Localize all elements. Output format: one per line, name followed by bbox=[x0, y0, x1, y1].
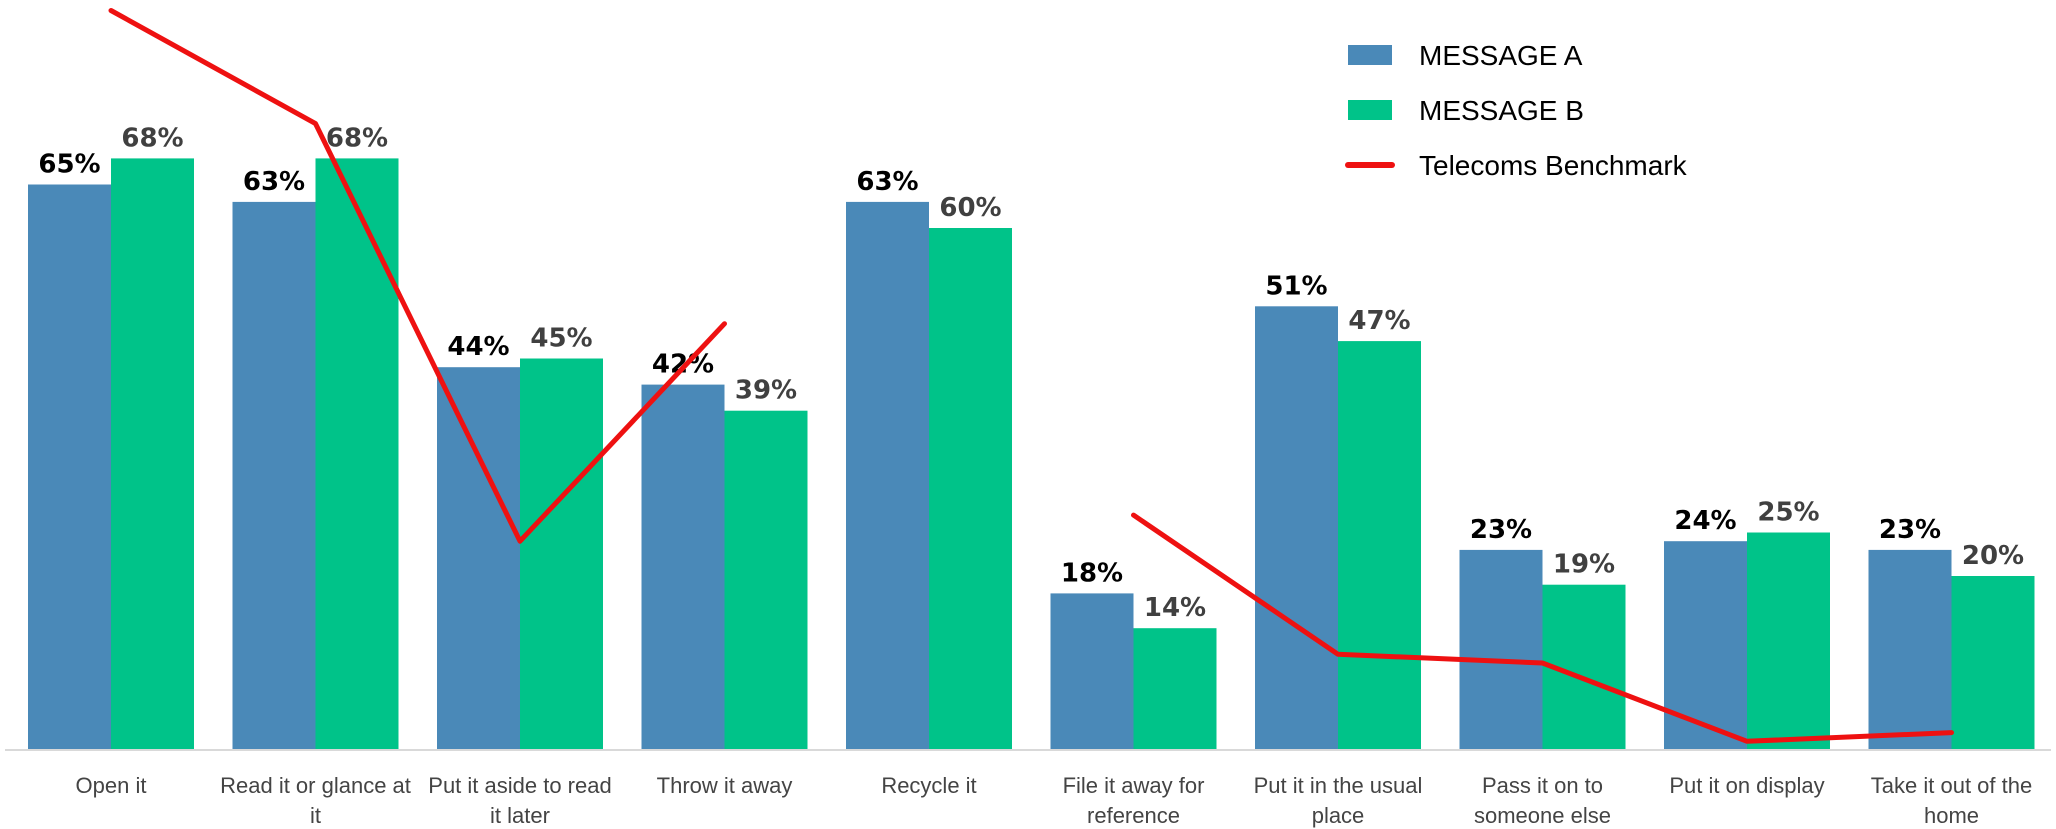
bar-label-a-4: 63% bbox=[856, 167, 918, 197]
bar-a-9 bbox=[1868, 549, 1952, 750]
bar-b-2 bbox=[520, 358, 603, 750]
bar-label-b-3: 39% bbox=[735, 376, 797, 406]
bar-a-1 bbox=[232, 201, 316, 750]
bar-label-a-0: 65% bbox=[38, 150, 100, 180]
legend-label-telecoms-benchmark: Telecoms Benchmark bbox=[1419, 150, 1688, 181]
bar-label-b-8: 25% bbox=[1757, 498, 1819, 528]
bar-a-4 bbox=[846, 201, 929, 750]
bar-label-a-1: 63% bbox=[243, 167, 305, 197]
bar-label-b-0: 68% bbox=[121, 123, 183, 153]
bar-label-b-9: 20% bbox=[1962, 541, 2024, 571]
bar-a-6 bbox=[1255, 306, 1338, 750]
category-label-9: Take it out of the home bbox=[1871, 773, 2032, 828]
bar-label-a-2: 44% bbox=[447, 332, 509, 362]
bar-label-b-1: 68% bbox=[326, 123, 388, 153]
benchmark-line-segment-0 bbox=[108, 8, 727, 544]
bar-b-8 bbox=[1747, 532, 1830, 750]
category-label-2: Put it aside to read it later bbox=[428, 773, 611, 828]
legend-label-message-a: MESSAGE A bbox=[1419, 40, 1583, 71]
bar-b-1 bbox=[315, 158, 399, 750]
bar-label-b-2: 45% bbox=[530, 324, 592, 354]
legend-swatch-message-b bbox=[1348, 100, 1392, 120]
bar-label-a-9: 23% bbox=[1879, 515, 1941, 545]
category-label-3: Throw it away bbox=[657, 773, 793, 798]
bar-label-b-6: 47% bbox=[1348, 306, 1410, 336]
bar-b-6 bbox=[1338, 341, 1421, 750]
category-label-1: Read it or glance at it bbox=[220, 773, 411, 828]
bar-b-0 bbox=[111, 158, 194, 750]
legend-label-message-b: MESSAGE B bbox=[1419, 95, 1584, 126]
category-label-0: Open it bbox=[76, 773, 147, 798]
bar-label-a-6: 51% bbox=[1265, 271, 1327, 301]
benchmark-layer bbox=[108, 8, 1954, 744]
legend: MESSAGE A MESSAGE B Telecoms Benchmark bbox=[1345, 40, 1688, 181]
category-label-7: Pass it on to someone else bbox=[1474, 773, 1611, 828]
benchmark-line-segment-1 bbox=[1131, 512, 1954, 744]
bar-labels-layer: 65%63%44%42%63%18%51%23% 24% 23%68% 68%45%3… bbox=[38, 123, 2024, 623]
bar-a-2 bbox=[437, 367, 520, 750]
category-label-5: File it away for reference bbox=[1063, 773, 1205, 828]
bar-label-b-4: 60% bbox=[939, 193, 1001, 223]
bar-a-5 bbox=[1050, 593, 1134, 750]
bar-b-3 bbox=[724, 410, 808, 750]
bar-b-9 bbox=[1951, 576, 2035, 750]
bar-a-0 bbox=[28, 184, 111, 750]
category-label-4: Recycle it bbox=[881, 773, 976, 798]
category-label-6: Put it in the usual place bbox=[1254, 773, 1423, 828]
bars-layer bbox=[28, 158, 2035, 750]
bar-label-a-8: 24% bbox=[1674, 506, 1736, 536]
bar-label-a-7: 23% bbox=[1470, 515, 1532, 545]
bar-label-a-5: 18% bbox=[1061, 558, 1123, 588]
bar-a-3 bbox=[641, 384, 725, 750]
bar-a-7 bbox=[1459, 549, 1543, 750]
bar-b-4 bbox=[929, 228, 1012, 750]
bar-b-5 bbox=[1133, 628, 1217, 750]
category-labels-layer: Open it Read it or glance at it Put it asid… bbox=[76, 773, 2033, 828]
category-label-8: Put it on display bbox=[1669, 773, 1824, 798]
legend-swatch-message-a bbox=[1348, 45, 1392, 65]
bar-label-b-7: 19% bbox=[1553, 550, 1615, 580]
bar-a-8 bbox=[1664, 541, 1747, 750]
bar-label-b-5: 14% bbox=[1144, 593, 1206, 623]
